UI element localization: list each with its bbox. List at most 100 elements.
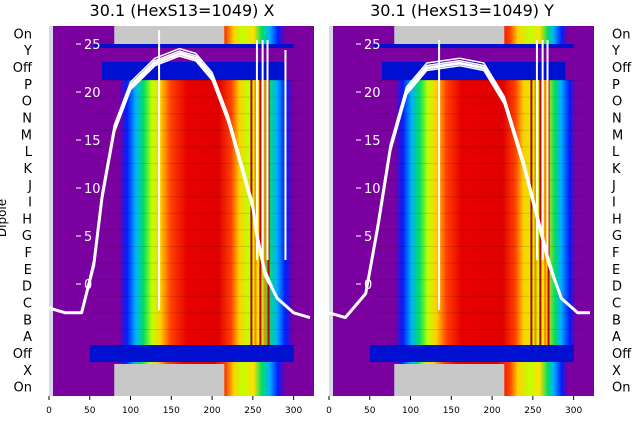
overlay-tick-label: 25 <box>364 38 381 53</box>
row-separator <box>373 129 582 131</box>
row-separator <box>93 279 302 281</box>
x-tick-label: 250 <box>524 406 541 416</box>
row-separator <box>93 312 302 314</box>
dipole-label: J <box>611 179 616 194</box>
row-separator <box>93 129 302 131</box>
dipole-label: L <box>25 145 33 160</box>
panel-title: 30.1 (HexS13=1049) X <box>90 1 275 20</box>
dipole-label: On <box>14 381 32 396</box>
overlay-tick-label: 5 <box>84 230 92 245</box>
overlay-tick-label: 10 <box>84 182 101 197</box>
row-separator <box>373 312 582 314</box>
x-tick-label: 100 <box>402 406 419 416</box>
dipole-label: Off <box>13 61 33 76</box>
top-strip-grey <box>114 26 225 44</box>
profile-curve <box>48 47 311 319</box>
dipole-label: N <box>22 112 32 127</box>
dipole-label: P <box>24 78 32 93</box>
dipole-label: O <box>612 95 622 110</box>
dipole-label: C <box>23 297 32 312</box>
stripe-column <box>250 80 253 345</box>
dipole-label: P <box>612 78 620 93</box>
stripe-column <box>264 80 267 345</box>
row-separator <box>373 212 582 214</box>
dipole-label: H <box>22 212 32 227</box>
dipole-label: N <box>612 112 622 127</box>
row-separator <box>373 329 582 330</box>
dipole-label: Y <box>611 44 620 59</box>
stripe-column <box>530 80 533 345</box>
top-strip-grey <box>394 26 505 44</box>
profile-curve <box>48 55 311 319</box>
x-tick-label: 250 <box>244 406 261 416</box>
row-separator <box>93 262 302 264</box>
dipole-label: D <box>612 280 622 295</box>
heatmap-main <box>93 80 302 345</box>
row-separator <box>93 163 302 164</box>
profile-curves <box>48 30 311 320</box>
row-separator <box>373 113 582 115</box>
top-strip-blue-edge <box>373 44 574 48</box>
off-row-bottom <box>369 345 574 362</box>
x-tick-labels: 0 50 100 150 200 250 300 <box>326 396 582 416</box>
dipole-label: B <box>23 313 32 328</box>
dipole-label: A <box>612 330 621 345</box>
dipole-label: M <box>21 128 32 143</box>
x-tick-label: 300 <box>565 406 582 416</box>
bottom-strip-grey <box>114 364 225 396</box>
plot-area <box>329 26 594 396</box>
plot-area <box>49 26 314 396</box>
top-strip <box>93 26 294 48</box>
dipole-label: H <box>612 212 622 227</box>
dipole-label: B <box>612 313 621 328</box>
row-separator <box>373 146 582 148</box>
x-tick-label: 200 <box>483 406 500 416</box>
profile-curves <box>328 40 590 320</box>
dipole-label: X <box>612 364 621 379</box>
off-row-top <box>102 62 286 80</box>
dipole-label: Off <box>13 347 33 362</box>
bottom-strip <box>93 362 294 396</box>
row-separator <box>373 163 582 164</box>
heatmap-panel-y: 30.1 (HexS13=1049) Y On Y Off PONMLKJIHGFED… <box>326 1 632 416</box>
x-tick-label: 150 <box>163 406 180 416</box>
x-tick-label: 50 <box>84 406 96 416</box>
x-tick-label: 200 <box>203 406 220 416</box>
y-axis-label: Dipole <box>0 199 9 237</box>
x-tick-label: 0 <box>46 406 52 416</box>
overlay-tick-label: 5 <box>364 230 372 245</box>
dipole-label: E <box>612 263 620 278</box>
row-separator <box>93 246 302 247</box>
panel-title: 30.1 (HexS13=1049) Y <box>370 1 554 20</box>
overlay-tick-label: 20 <box>84 86 101 101</box>
row-separator <box>373 295 582 297</box>
left-gutter <box>49 26 53 396</box>
heatmap-main <box>373 80 582 345</box>
dipole-label: D <box>22 280 32 295</box>
row-separator <box>373 246 582 247</box>
row-separator <box>373 279 582 281</box>
dipole-label: On <box>612 381 630 396</box>
row-separator <box>93 329 302 330</box>
dipole-label: L <box>612 145 620 160</box>
row-separator <box>373 229 582 231</box>
bottom-strip <box>373 362 574 396</box>
row-separator <box>93 80 302 81</box>
x-tick-label: 100 <box>122 406 139 416</box>
dipole-label: Off <box>612 61 632 76</box>
row-separator <box>93 96 302 98</box>
dipole-label: K <box>612 162 621 177</box>
stripe-column <box>544 80 547 345</box>
dipole-label: E <box>24 263 32 278</box>
overlay-tick-label: 15 <box>84 134 101 149</box>
x-tick-label: 150 <box>443 406 460 416</box>
row-separator <box>93 179 302 181</box>
heatmap-panel-x: 30.1 (HexS13=1049) X Dipole On Y Off PONMLK… <box>0 1 314 416</box>
dipole-label: M <box>612 128 623 143</box>
dipole-label: F <box>612 246 619 261</box>
row-separator <box>93 229 302 231</box>
row-separator <box>373 80 582 81</box>
